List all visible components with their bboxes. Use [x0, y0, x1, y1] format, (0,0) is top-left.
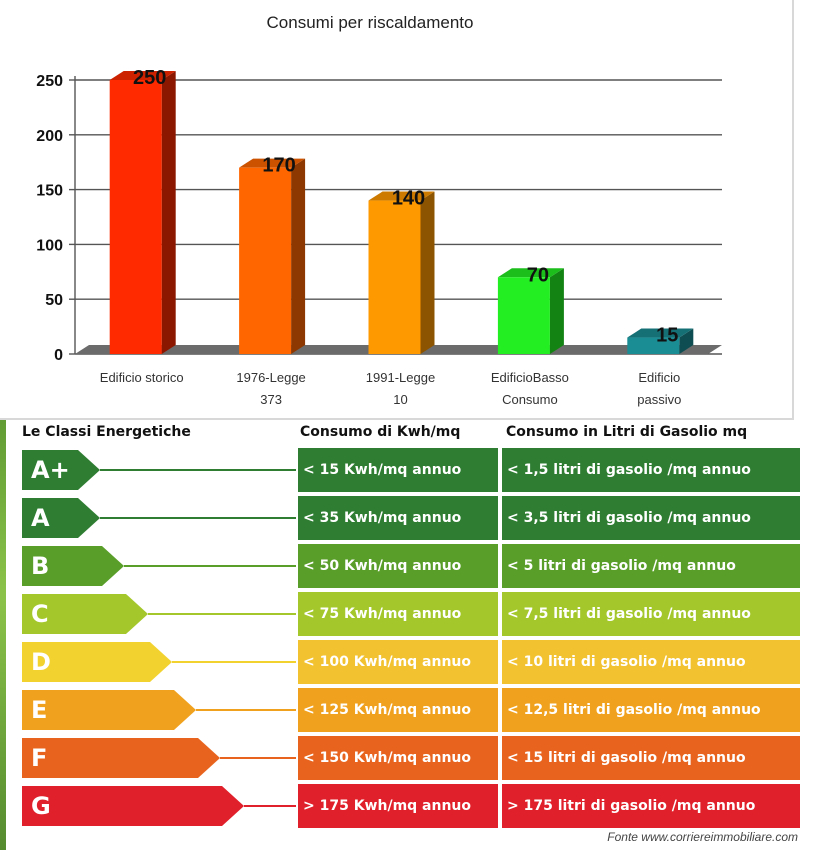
leader-line: [196, 709, 296, 711]
data-label: 170: [262, 155, 295, 177]
energy-class-arrow: C: [22, 594, 148, 634]
diesel-value-cell: < 3,5 litri di gasolio /mq annuo: [502, 496, 800, 540]
bar-top: [109, 71, 176, 80]
kwh-value-cell: < 150 Kwh/mq annuo: [298, 736, 498, 780]
kwh-value-cell: < 35 Kwh/mq annuo: [298, 496, 498, 540]
bar: [368, 200, 421, 354]
energy-class-arrow: G: [22, 786, 244, 826]
energy-class-row: F < 150 Kwh/mq annuo < 15 litri di gasolio…: [0, 736, 814, 780]
energy-class-row: E < 125 Kwh/mq annuo < 12,5 litri di gasol…: [0, 688, 814, 732]
diesel-value-cell: > 175 litri di gasolio /mq annuo: [502, 784, 800, 828]
leader-line: [244, 805, 296, 807]
leader-line: [100, 469, 296, 471]
bar-top: [627, 328, 694, 338]
chart-title: Consumi per riscaldamento: [267, 13, 474, 32]
header-kwh-consumption: Consumo di Kwh/mq: [300, 424, 461, 440]
diesel-value-cell: < 12,5 litri di gasolio /mq annuo: [502, 688, 800, 732]
x-tick-label-line: Edificio storico: [100, 370, 184, 385]
header-diesel-consumption: Consumo in Litri di Gasolio mq: [506, 424, 748, 440]
energy-class-row: B < 50 Kwh/mq annuo < 5 litri di gasolio /…: [0, 544, 814, 588]
diesel-value-cell: < 10 litri di gasolio /mq annuo: [502, 640, 800, 684]
kwh-value-cell: < 100 Kwh/mq annuo: [298, 640, 498, 684]
x-tick-label: 1991-Legge 10: [366, 370, 435, 407]
data-label: 70: [527, 264, 549, 286]
x-tick-label: 1976-Legge 373: [236, 370, 305, 407]
diesel-value-cell: < 5 litri di gasolio /mq annuo: [502, 544, 800, 588]
x-tick-label-line: 1991-Legge: [366, 370, 435, 385]
bar: [497, 277, 550, 354]
x-tick-label-line: 1976-Legge: [236, 370, 305, 385]
left-decorative-strip: [0, 0, 6, 850]
y-tick-label: 250: [36, 73, 63, 90]
y-tick-label: 200: [36, 128, 63, 145]
x-tick-label-line: 373: [260, 392, 282, 407]
energy-classes-table: Le Classi Energetiche Consumo di Kwh/mq …: [0, 420, 814, 850]
data-label: 15: [656, 325, 678, 347]
leader-line: [148, 613, 296, 615]
bar-top: [497, 268, 564, 278]
y-tick-label: 50: [45, 292, 63, 309]
energy-class-row: A < 35 Kwh/mq annuo < 3,5 litri di gasolio…: [0, 496, 814, 540]
diesel-value-cell: < 7,5 litri di gasolio /mq annuo: [502, 592, 800, 636]
kwh-value-cell: > 175 Kwh/mq annuo: [298, 784, 498, 828]
bar: [109, 80, 162, 354]
header-energy-classes: Le Classi Energetiche: [22, 424, 191, 440]
x-tick-label: Edificio storico: [100, 370, 184, 385]
energy-class-row: A+ < 15 Kwh/mq annuo < 1,5 litri di gasoli…: [0, 448, 814, 492]
energy-class-arrow: D: [22, 642, 172, 682]
energy-class-arrow: A+: [22, 450, 100, 490]
bar: [239, 167, 292, 354]
bar-side: [420, 191, 435, 354]
x-tick-label-line: EdificioBasso: [491, 370, 569, 385]
bar-side: [679, 328, 694, 354]
energy-class-row: D < 100 Kwh/mq annuo < 10 litri di gasolio…: [0, 640, 814, 684]
bar-side: [291, 158, 306, 354]
diesel-value-cell: < 1,5 litri di gasolio /mq annuo: [502, 448, 800, 492]
data-label: 140: [392, 188, 425, 210]
x-tick-label-line: 10: [393, 392, 407, 407]
x-tick-label: Edificio passivo: [637, 370, 681, 407]
y-tick-label: 150: [36, 183, 63, 200]
kwh-value-cell: < 75 Kwh/mq annuo: [298, 592, 498, 636]
energy-class-arrow: B: [22, 546, 124, 586]
bar-side: [161, 71, 176, 354]
bar-chart: Consumi per riscaldamento 0 50 100 150 200 250…: [36, 13, 722, 407]
energy-class-arrow: F: [22, 738, 220, 778]
energy-class-arrow: E: [22, 690, 196, 730]
diesel-value-cell: < 15 litri di gasolio /mq annuo: [502, 736, 800, 780]
leader-line: [124, 565, 296, 567]
x-tick-label-line: Consumo: [502, 392, 558, 407]
bar-top: [368, 191, 435, 201]
leader-line: [220, 757, 296, 759]
bar: [627, 337, 680, 354]
kwh-value-cell: < 15 Kwh/mq annuo: [298, 448, 498, 492]
chart-panel: Consumi per riscaldamento 0 50 100 150 200 250…: [0, 0, 794, 420]
data-label: 250: [133, 67, 166, 89]
kwh-value-cell: < 50 Kwh/mq annuo: [298, 544, 498, 588]
energy-class-row: C < 75 Kwh/mq annuo < 7,5 litri di gasolio…: [0, 592, 814, 636]
x-tick-label: EdificioBasso Consumo: [491, 370, 569, 407]
energy-class-arrow: A: [22, 498, 100, 538]
x-tick-label-line: passivo: [637, 392, 681, 407]
kwh-value-cell: < 125 Kwh/mq annuo: [298, 688, 498, 732]
leader-line: [100, 517, 296, 519]
bar-top: [239, 158, 306, 168]
y-tick-label: 100: [36, 237, 63, 254]
source-credit: Fonte www.corriereimmobiliare.com: [607, 830, 798, 844]
energy-class-row: G > 175 Kwh/mq annuo > 175 litri di gasoli…: [0, 784, 814, 828]
bar-side: [549, 268, 564, 354]
y-tick-label: 0: [54, 347, 63, 364]
x-tick-label-line: Edificio: [638, 370, 680, 385]
leader-line: [172, 661, 296, 663]
